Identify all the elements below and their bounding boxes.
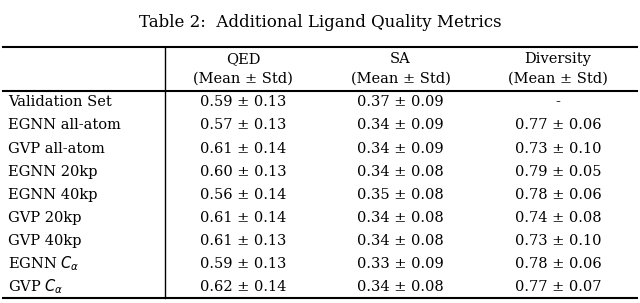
Text: 0.35 ± 0.08: 0.35 ± 0.08 (357, 188, 444, 202)
Text: Table 2:  Additional Ligand Quality Metrics: Table 2: Additional Ligand Quality Metri… (139, 14, 501, 31)
Text: -: - (556, 95, 561, 109)
Text: 0.62 ± 0.14: 0.62 ± 0.14 (200, 280, 287, 294)
Text: 0.34 ± 0.08: 0.34 ± 0.08 (357, 165, 444, 178)
Text: 0.73 ± 0.10: 0.73 ± 0.10 (515, 234, 601, 248)
Text: 0.61 ± 0.14: 0.61 ± 0.14 (200, 211, 287, 225)
Text: 0.78 ± 0.06: 0.78 ± 0.06 (515, 257, 602, 271)
Text: GVP 20kp: GVP 20kp (8, 211, 82, 225)
Text: 0.77 ± 0.06: 0.77 ± 0.06 (515, 118, 601, 132)
Text: EGNN all-atom: EGNN all-atom (8, 118, 121, 132)
Text: 0.34 ± 0.09: 0.34 ± 0.09 (357, 142, 444, 155)
Text: Diversity
(Mean ± Std): Diversity (Mean ± Std) (508, 52, 608, 86)
Text: 0.34 ± 0.09: 0.34 ± 0.09 (357, 118, 444, 132)
Text: 0.57 ± 0.13: 0.57 ± 0.13 (200, 118, 287, 132)
Text: QED
(Mean ± Std): QED (Mean ± Std) (193, 52, 293, 86)
Text: 0.74 ± 0.08: 0.74 ± 0.08 (515, 211, 601, 225)
Text: 0.34 ± 0.08: 0.34 ± 0.08 (357, 280, 444, 294)
Text: 0.56 ± 0.14: 0.56 ± 0.14 (200, 188, 287, 202)
Text: 0.59 ± 0.13: 0.59 ± 0.13 (200, 257, 287, 271)
Text: 0.60 ± 0.13: 0.60 ± 0.13 (200, 165, 287, 178)
Text: GVP $C_{\alpha}$: GVP $C_{\alpha}$ (8, 278, 64, 296)
Text: 0.73 ± 0.10: 0.73 ± 0.10 (515, 142, 601, 155)
Text: 0.34 ± 0.08: 0.34 ± 0.08 (357, 211, 444, 225)
Text: EGNN 40kp: EGNN 40kp (8, 188, 98, 202)
Text: 0.77 ± 0.07: 0.77 ± 0.07 (515, 280, 601, 294)
Text: GVP all-atom: GVP all-atom (8, 142, 105, 155)
Text: 0.34 ± 0.08: 0.34 ± 0.08 (357, 234, 444, 248)
Text: EGNN 20kp: EGNN 20kp (8, 165, 98, 178)
Text: 0.61 ± 0.13: 0.61 ± 0.13 (200, 234, 287, 248)
Text: SA
(Mean ± Std): SA (Mean ± Std) (351, 52, 451, 86)
Text: GVP 40kp: GVP 40kp (8, 234, 82, 248)
Text: 0.79 ± 0.05: 0.79 ± 0.05 (515, 165, 601, 178)
Text: 0.61 ± 0.14: 0.61 ± 0.14 (200, 142, 287, 155)
Text: 0.59 ± 0.13: 0.59 ± 0.13 (200, 95, 287, 109)
Text: 0.33 ± 0.09: 0.33 ± 0.09 (357, 257, 444, 271)
Text: Validation Set: Validation Set (8, 95, 112, 109)
Text: EGNN $C_{\alpha}$: EGNN $C_{\alpha}$ (8, 255, 80, 273)
Text: 0.78 ± 0.06: 0.78 ± 0.06 (515, 188, 602, 202)
Text: 0.37 ± 0.09: 0.37 ± 0.09 (357, 95, 444, 109)
